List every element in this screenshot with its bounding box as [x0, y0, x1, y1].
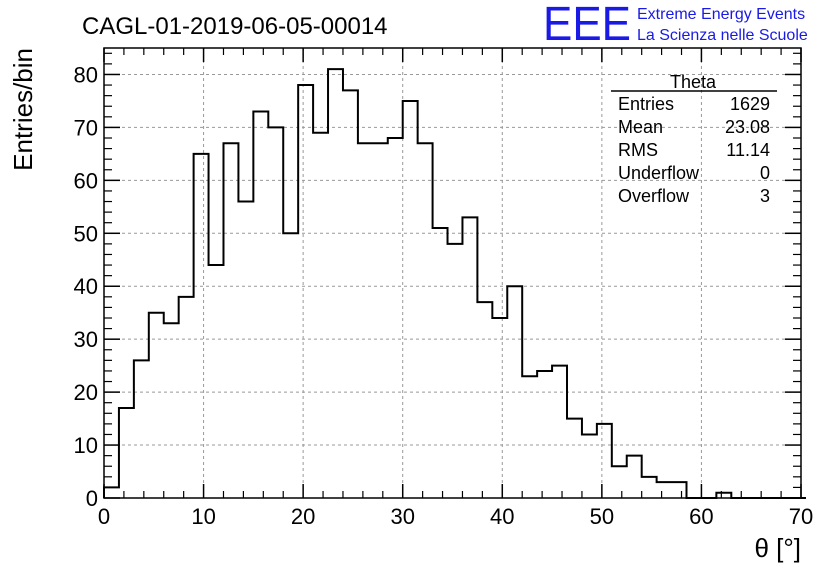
plot-frame	[103, 47, 802, 499]
stats-entries-value: 1629	[730, 94, 770, 114]
stats-underflow-label: Underflow	[618, 163, 700, 183]
x-axis-title: θ [°]	[754, 533, 801, 563]
y-tick-label: 10	[74, 433, 98, 458]
stats-title: Theta	[670, 72, 717, 92]
stats-entries-label: Entries	[618, 94, 674, 114]
stats-underflow-value: 0	[760, 163, 770, 183]
logo-mark: EEE	[543, 0, 631, 51]
stats-rms-label: RMS	[618, 140, 658, 160]
x-tick-label: 60	[689, 504, 713, 529]
x-tick-label: 30	[390, 504, 414, 529]
histogram-outline	[103, 68, 806, 499]
x-tick-label: 50	[590, 504, 614, 529]
y-tick-label: 20	[74, 380, 98, 405]
stats-box: Theta Entries 1629 Mean 23.08 RMS 11.14 …	[611, 72, 777, 206]
stats-overflow-value: 3	[760, 186, 770, 206]
logo-line-1: Extreme Energy Events	[637, 6, 805, 23]
x-tick-label: 20	[291, 504, 315, 529]
x-tick-label: 40	[490, 504, 514, 529]
y-tick-label: 30	[74, 327, 98, 352]
y-axis-title: Entries/bin	[8, 48, 38, 171]
axis-ticks	[103, 48, 802, 499]
stats-rms-value: 11.14	[726, 140, 770, 160]
y-tick-label: 50	[74, 221, 98, 246]
stats-mean-value: 23.08	[725, 117, 770, 137]
y-tick-labels: 0 10 20 30 40 50 60 70 80	[74, 62, 98, 511]
y-tick-label: 70	[74, 115, 98, 140]
x-tick-label: 10	[191, 504, 215, 529]
y-tick-label: 40	[74, 274, 98, 299]
x-tick-labels: 0 10 20 30 40 50 60 70	[98, 504, 813, 529]
y-tick-label: 60	[74, 168, 98, 193]
logo-line-2: La Scienza nelle Scuole	[637, 27, 808, 44]
stats-overflow-label: Overflow	[618, 186, 690, 206]
eee-logo: EEE Extreme Energy Events La Scienza nel…	[543, 0, 808, 51]
chart-title: CAGL-01-2019-06-05-00014	[82, 13, 388, 40]
x-tick-label: 0	[98, 504, 110, 529]
x-tick-label: 70	[789, 504, 813, 529]
y-tick-label: 80	[74, 62, 98, 87]
y-tick-label: 0	[86, 486, 98, 511]
stats-mean-label: Mean	[618, 117, 663, 137]
